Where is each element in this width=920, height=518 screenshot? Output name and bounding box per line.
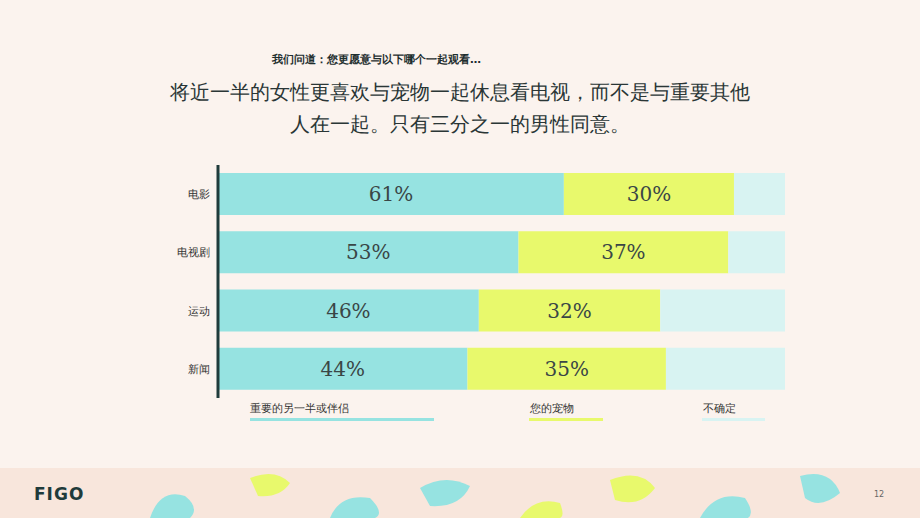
html-text:FIGO: FIGO <box>34 484 85 504</box>
svg-text:电影: 电影 <box>188 188 210 201</box>
html-text:您的宠物: 您的宠物 <box>530 402 574 415</box>
svg-text:电视剧: 电视剧 <box>177 246 210 259</box>
html-text:重要的另一半或伴侣: 重要的另一半或伴侣 <box>250 402 349 415</box>
html-text:不确定: 不确定 <box>703 402 736 415</box>
html-text:12: 12 <box>874 490 885 499</box>
svg-text:30%: 30% <box>627 182 671 206</box>
html-text:将近一半的女性更喜欢与宠物一起休息看电视，而不是与重要其他人: 将近一半的女性更喜欢与宠物一起休息看电视，而不是与重要其他人在一起。只有三分之一… <box>170 80 750 136</box>
svg-text:运动: 运动 <box>188 305 210 318</box>
html-text:我们问道：您更愿意与以下哪个一起观看…: 我们问道：您更愿意与以下哪个一起观看… <box>272 53 481 66</box>
svg-text:35%: 35% <box>544 357 588 381</box>
svg-text:44%: 44% <box>321 357 365 381</box>
svg-text:32%: 32% <box>547 299 591 323</box>
svg-text:37%: 37% <box>601 240 645 264</box>
svg-text:46%: 46% <box>326 299 370 323</box>
svg-text:53%: 53% <box>346 240 390 264</box>
svg-text:61%: 61% <box>369 182 413 206</box>
svg-text:新闻: 新闻 <box>188 363 210 376</box>
